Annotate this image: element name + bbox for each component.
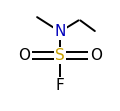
Text: N: N <box>54 24 66 39</box>
Text: S: S <box>55 48 65 63</box>
Text: F: F <box>56 78 64 93</box>
Text: O: O <box>18 48 30 63</box>
Text: O: O <box>90 48 102 63</box>
